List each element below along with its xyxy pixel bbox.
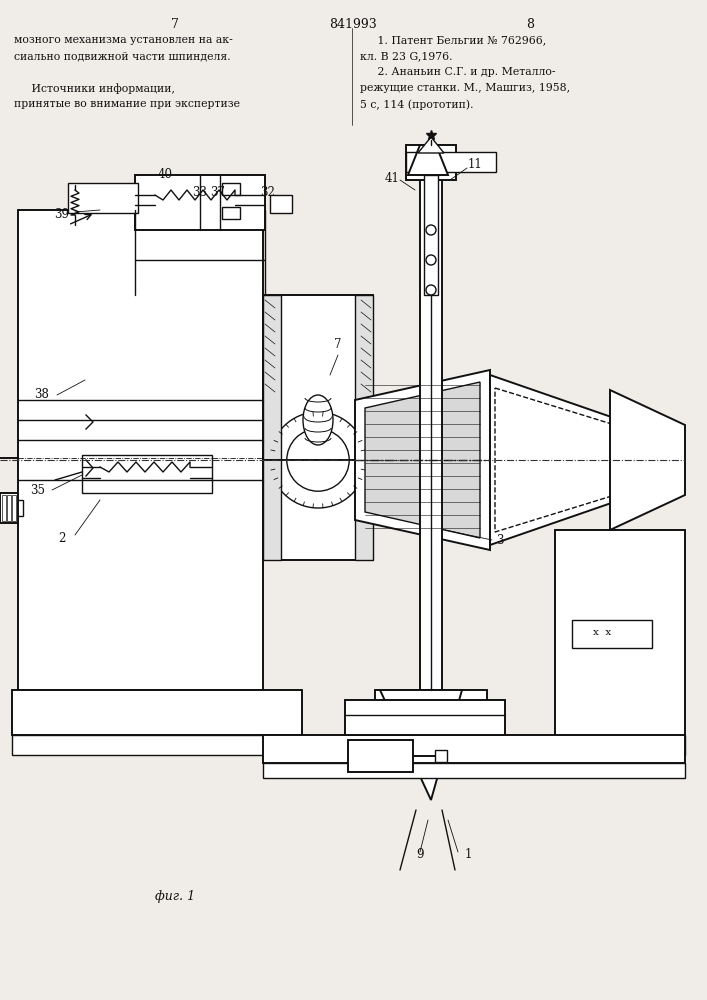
Bar [7, 495, 11, 521]
Circle shape [426, 285, 436, 295]
Text: 38: 38 [35, 388, 49, 401]
Bar [375, 690, 487, 712]
Bar [12, 690, 302, 735]
Bar [263, 295, 281, 560]
Bar [12, 735, 302, 755]
Polygon shape [495, 388, 615, 532]
Bar [2, 495, 6, 521]
Bar [263, 763, 685, 778]
Text: 9: 9 [416, 848, 423, 861]
Bar [222, 207, 240, 219]
Bar [18, 210, 263, 690]
Text: 1: 1 [464, 848, 472, 861]
Bar [263, 295, 373, 560]
Text: 7: 7 [171, 18, 179, 31]
Text: 8: 8 [526, 18, 534, 31]
Text: 7: 7 [334, 338, 341, 352]
Bar [68, 183, 138, 213]
Text: Источники информации,: Источники информации, [14, 83, 175, 94]
Bar [263, 735, 685, 763]
Text: мозного механизма установлен на ак-: мозного механизма установлен на ак- [14, 35, 233, 45]
Text: 35: 35 [30, 484, 45, 496]
Text: 37: 37 [211, 186, 226, 198]
Text: 5 с, 114 (прототип).: 5 с, 114 (прототип). [360, 99, 474, 110]
Text: сиально подвижной части шпинделя.: сиально подвижной части шпинделя. [14, 51, 230, 61]
Text: режущие станки. М., Машгиз, 1958,: режущие станки. М., Машгиз, 1958, [360, 83, 570, 93]
Polygon shape [365, 382, 480, 538]
Bar [390, 712, 472, 730]
Circle shape [426, 255, 436, 265]
Text: 2. Ананьин С.Г. и др. Металло-: 2. Ананьин С.Г. и др. Металло- [360, 67, 556, 77]
Circle shape [270, 412, 366, 508]
Text: 3: 3 [496, 534, 504, 546]
Circle shape [426, 225, 436, 235]
Bar [348, 740, 413, 772]
Text: 2: 2 [58, 532, 66, 544]
Text: 32: 32 [261, 186, 276, 198]
Bar [555, 530, 685, 740]
Text: 39: 39 [54, 209, 69, 222]
Circle shape [287, 429, 349, 491]
Bar [135, 175, 265, 230]
Bar [424, 175, 438, 295]
Bar [555, 735, 685, 755]
Bar [435, 750, 447, 762]
Text: 33: 33 [192, 186, 207, 198]
Text: x  x: x x [593, 628, 612, 637]
Bar [572, 620, 652, 648]
Text: 40: 40 [158, 168, 173, 182]
Bar [222, 183, 240, 195]
Bar [82, 455, 212, 493]
Polygon shape [380, 690, 462, 800]
Bar [420, 145, 442, 705]
Ellipse shape [303, 395, 333, 445]
Polygon shape [355, 370, 490, 550]
Polygon shape [418, 137, 444, 153]
Polygon shape [610, 390, 685, 530]
Text: фиг. 1: фиг. 1 [155, 890, 195, 903]
Text: 1. Патент Бельгии № 762966,: 1. Патент Бельгии № 762966, [360, 35, 547, 45]
Text: 11: 11 [467, 158, 482, 172]
Text: кл. В 23 G,1976.: кл. В 23 G,1976. [360, 51, 452, 61]
Bar [12, 495, 16, 521]
Bar [0, 493, 18, 523]
Bar [355, 295, 373, 560]
Polygon shape [490, 375, 620, 545]
Text: 841993: 841993 [329, 18, 377, 31]
Text: принятые во внимание при экспертизе: принятые во внимание при экспертизе [14, 99, 240, 109]
Bar [406, 152, 496, 172]
Text: 41: 41 [385, 172, 399, 184]
Polygon shape [408, 145, 448, 175]
Bar [270, 195, 292, 213]
Bar [406, 145, 456, 180]
Bar [345, 700, 505, 735]
Bar [3, 500, 23, 516]
